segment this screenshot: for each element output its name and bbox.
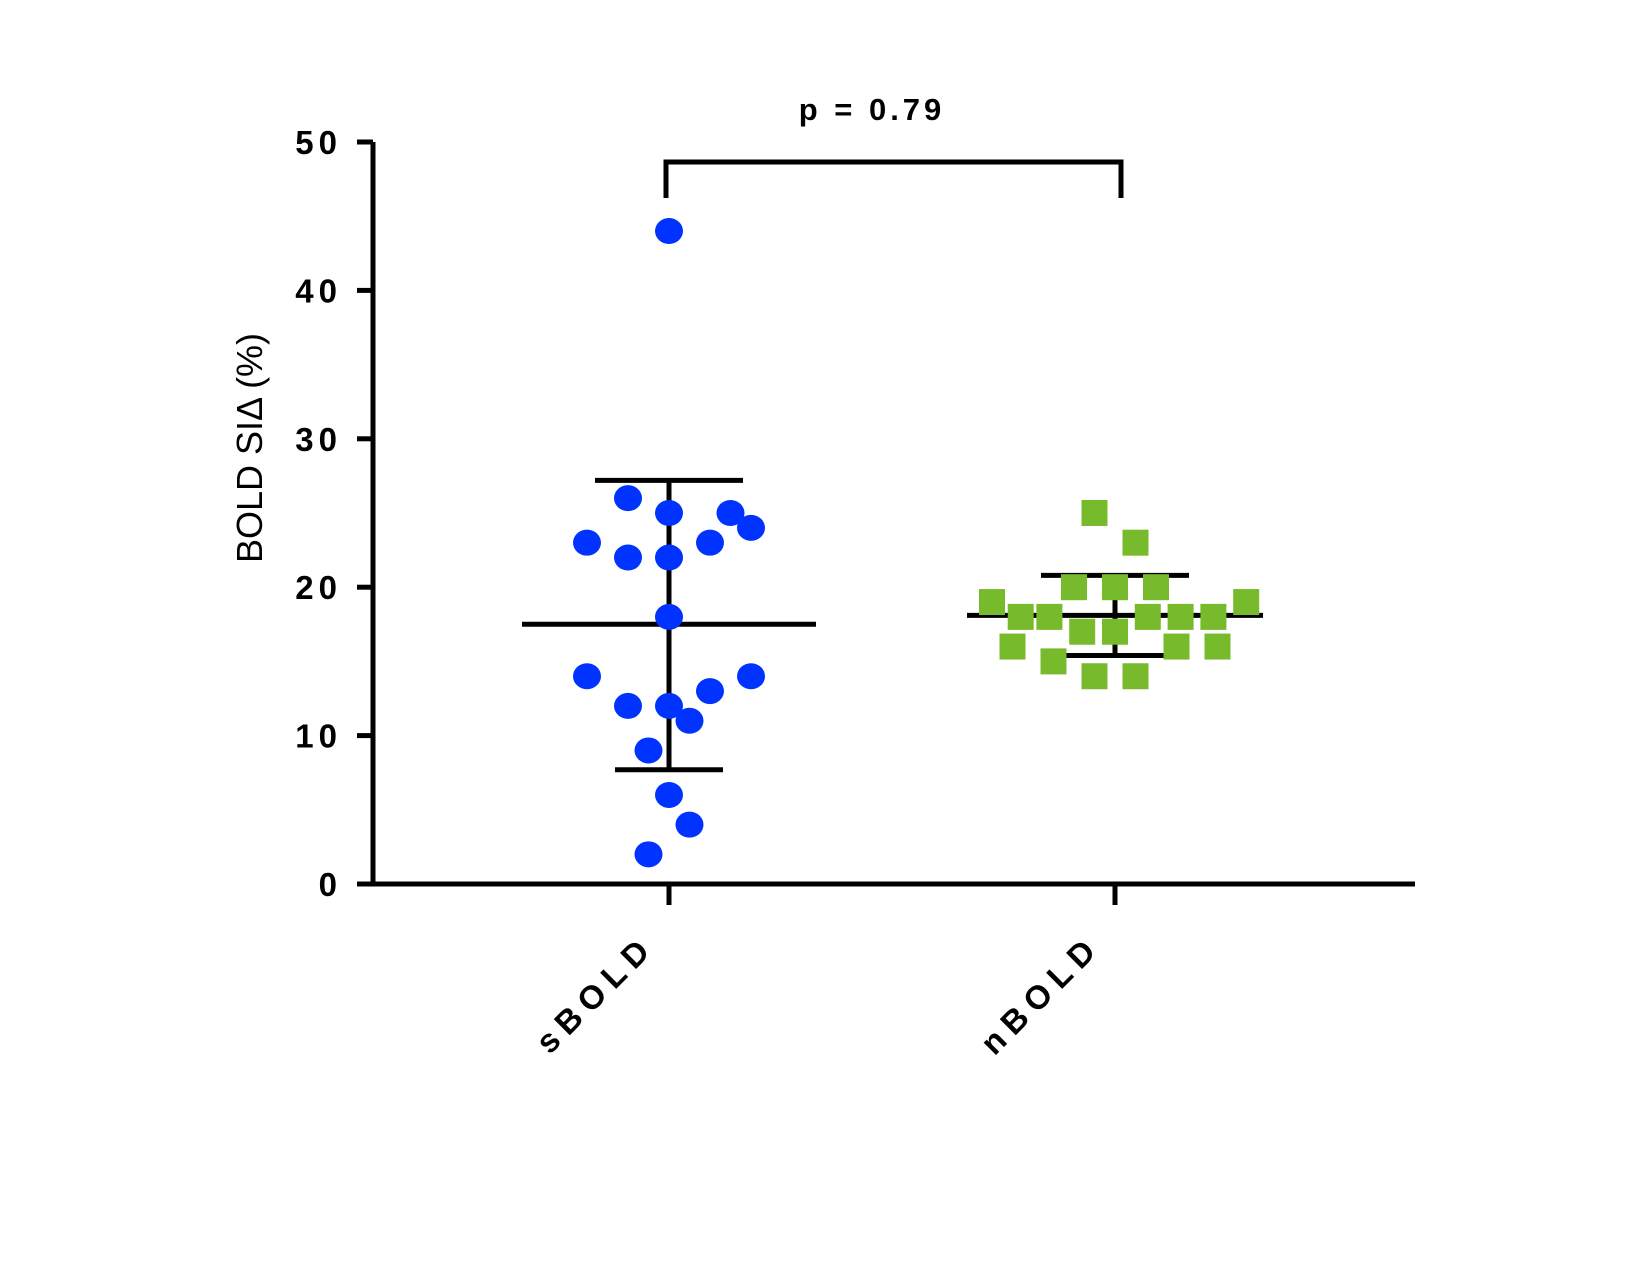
data-points [573, 218, 1260, 868]
y-tick-label: 20 [295, 569, 342, 606]
x-category-label: nBOLD [973, 927, 1108, 1062]
y-axis-ticks: 0 10 20 30 40 50 [295, 124, 373, 903]
point-nBOLD [1200, 603, 1227, 630]
point-nBOLD [1163, 633, 1190, 660]
point-sBOLD [614, 544, 642, 571]
point-sBOLD [675, 811, 704, 838]
point-nBOLD [1102, 618, 1128, 645]
point-nBOLD [1102, 574, 1128, 601]
point-nBOLD [1134, 603, 1161, 630]
point-nBOLD [1007, 603, 1034, 630]
point-nBOLD [1040, 648, 1067, 675]
point-sBOLD [634, 841, 663, 868]
point-sBOLD [614, 485, 642, 512]
point-sBOLD [655, 603, 683, 630]
point-nBOLD [1036, 603, 1063, 630]
point-sBOLD [675, 707, 704, 734]
point-sBOLD [573, 663, 601, 690]
point-nBOLD [1081, 663, 1108, 690]
point-nBOLD [1143, 574, 1169, 601]
point-nBOLD [979, 589, 1005, 616]
point-sBOLD [655, 500, 683, 526]
point-sBOLD [573, 529, 601, 556]
point-nBOLD [1233, 589, 1260, 616]
point-sBOLD [655, 692, 683, 719]
y-tick-label: 10 [295, 718, 342, 755]
point-nBOLD [1061, 574, 1087, 601]
point-sBOLD [737, 514, 765, 541]
y-tick-label: 50 [295, 124, 342, 161]
point-sBOLD [696, 678, 724, 705]
point-nBOLD [1122, 663, 1149, 690]
point-nBOLD [1069, 618, 1096, 645]
point-sBOLD [716, 500, 745, 526]
y-tick-label: 30 [295, 421, 342, 458]
point-nBOLD [1204, 633, 1231, 660]
x-category-label: sBOLD [528, 927, 662, 1061]
point-nBOLD [1081, 500, 1108, 526]
y-tick-label: 0 [319, 866, 342, 903]
p-value-label: p = 0.79 [799, 92, 946, 127]
y-tick-label: 40 [295, 272, 342, 309]
x-axis-ticks [666, 884, 1118, 905]
point-sBOLD [614, 692, 642, 719]
point-sBOLD [655, 781, 683, 808]
point-sBOLD [696, 529, 724, 556]
point-nBOLD [999, 633, 1026, 660]
point-sBOLD [655, 218, 683, 245]
significance-bracket [663, 159, 1124, 198]
point-nBOLD [1167, 603, 1194, 630]
y-axis-title: BOLD SIΔ (%) [229, 333, 270, 563]
point-nBOLD [1122, 529, 1149, 556]
point-sBOLD [655, 544, 683, 571]
point-sBOLD [634, 737, 663, 764]
category-labels: sBOLD nBOLD [528, 927, 1108, 1062]
point-sBOLD [737, 663, 765, 690]
